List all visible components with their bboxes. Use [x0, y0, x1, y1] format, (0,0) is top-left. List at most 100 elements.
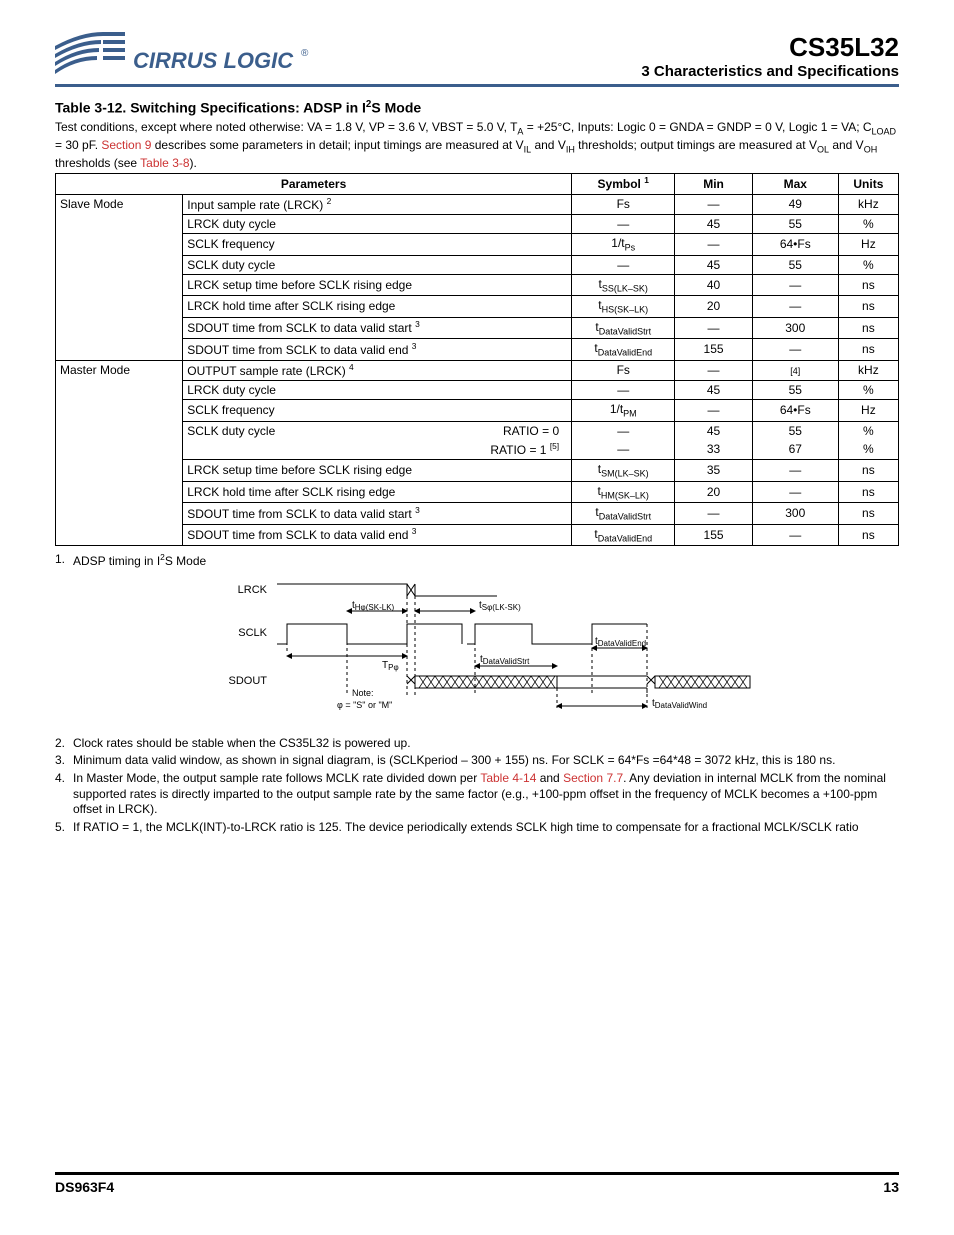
table-row: SDOUT time from SCLK to data valid start…	[56, 503, 899, 525]
param-cell: RATIO = 1 [5]	[183, 440, 572, 460]
max-cell: —	[752, 481, 838, 503]
footnotes: 1. ADSP timing in I2S Mode LRCK SCLK SDO…	[55, 552, 899, 837]
param-cell: SDOUT time from SCLK to data valid start…	[183, 317, 572, 339]
max-cell: 64•Fs	[752, 233, 838, 255]
svg-text:SCLK: SCLK	[238, 627, 267, 639]
svg-text:tDataValidWind: tDataValidWind	[652, 698, 707, 710]
section-title: 3 Characteristics and Specifications	[641, 63, 899, 80]
col-units: Units	[838, 174, 898, 194]
max-cell: —	[752, 524, 838, 546]
company-logo: CIRRUS LOGIC ®	[55, 30, 315, 80]
max-cell: 55	[752, 255, 838, 274]
table-row: SDOUT time from SCLK to data valid end 3…	[56, 524, 899, 546]
page-footer: DS963F4 13	[55, 1172, 899, 1195]
table-row: LRCK setup time before SCLK rising edge …	[56, 274, 899, 296]
test-conditions: Test conditions, except where noted othe…	[55, 120, 899, 172]
note-2: 2. Clock rates should be stable when the…	[55, 736, 899, 752]
spec-table: Parameters Symbol 1 Min Max Units Slave …	[55, 173, 899, 546]
param-cell: SCLK duty cycleRATIO = 0	[183, 421, 572, 440]
svg-text://: //	[463, 633, 469, 643]
page-header: CIRRUS LOGIC ® CS35L32 3 Characteristics…	[55, 30, 899, 87]
note-4: 4. In Master Mode, the output sample rat…	[55, 771, 899, 818]
table-row: SCLK frequency 1/tPs — 64•Fs Hz	[56, 233, 899, 255]
max-cell: —	[752, 296, 838, 318]
param-cell: LRCK duty cycle	[183, 381, 572, 400]
units-cell: Hz	[838, 400, 898, 422]
param-cell: SDOUT time from SCLK to data valid end 3	[183, 524, 572, 546]
max-cell: —	[752, 274, 838, 296]
part-number: CS35L32	[641, 32, 899, 63]
min-cell: —	[675, 194, 752, 214]
param-cell: SCLK frequency	[183, 233, 572, 255]
symbol-cell: —	[572, 255, 675, 274]
table-row: SCLK frequency 1/tPM — 64•Fs Hz	[56, 400, 899, 422]
units-cell: ns	[838, 503, 898, 525]
min-cell: 45	[675, 421, 752, 440]
link-section-7-7[interactable]: Section 7.7	[563, 771, 623, 785]
min-cell: 35	[675, 460, 752, 482]
svg-text:TPφ: TPφ	[382, 660, 399, 672]
mode-slave: Slave Mode	[56, 194, 183, 360]
min-cell: —	[675, 503, 752, 525]
max-cell: 300	[752, 503, 838, 525]
col-parameters: Parameters	[56, 174, 572, 194]
units-cell: kHz	[838, 194, 898, 214]
min-cell: —	[675, 400, 752, 422]
max-cell: 55	[752, 421, 838, 440]
table-row: RATIO = 1 [5] — 33 67 %	[56, 440, 899, 460]
units-cell: %	[838, 255, 898, 274]
param-cell: LRCK setup time before SCLK rising edge	[183, 460, 572, 482]
max-cell: —	[752, 460, 838, 482]
max-cell: 300	[752, 317, 838, 339]
max-cell: 67	[752, 440, 838, 460]
svg-text:tHφ(SK-LK): tHφ(SK-LK)	[352, 600, 395, 612]
max-cell: 49	[752, 194, 838, 214]
symbol-cell: tHM(SK–LK)	[572, 481, 675, 503]
min-cell: —	[675, 360, 752, 380]
units-cell: ns	[838, 317, 898, 339]
note-1: 1. ADSP timing in I2S Mode	[55, 552, 899, 570]
symbol-cell: tSS(LK–SK)	[572, 274, 675, 296]
min-cell: 20	[675, 481, 752, 503]
svg-text:LRCK: LRCK	[238, 584, 268, 596]
col-max: Max	[752, 174, 838, 194]
param-cell: SCLK duty cycle	[183, 255, 572, 274]
footer-doc-id: DS963F4	[55, 1179, 114, 1195]
svg-text:tDataValidEnd: tDataValidEnd	[595, 636, 646, 648]
table-row: LRCK hold time after SCLK rising edge tH…	[56, 481, 899, 503]
min-cell: 155	[675, 524, 752, 546]
units-cell: %	[838, 381, 898, 400]
table-row: SCLK duty cycle — 45 55 %	[56, 255, 899, 274]
symbol-cell: tDataValidEnd	[572, 524, 675, 546]
min-cell: 33	[675, 440, 752, 460]
footer-page-num: 13	[883, 1179, 899, 1195]
min-cell: —	[675, 317, 752, 339]
cirrus-logo-svg: CIRRUS LOGIC ®	[55, 30, 315, 80]
col-symbol: Symbol 1	[572, 174, 675, 194]
symbol-cell: —	[572, 421, 675, 440]
link-table-3-8[interactable]: Table 3-8	[140, 156, 189, 170]
max-cell: 55	[752, 381, 838, 400]
min-cell: 155	[675, 339, 752, 361]
timing-diagram: LRCK SCLK SDOUT //	[197, 576, 757, 726]
units-cell: ns	[838, 339, 898, 361]
link-section-9[interactable]: Section 9	[101, 138, 151, 152]
table-row: LRCK duty cycle — 45 55 %	[56, 214, 899, 233]
symbol-cell: —	[572, 440, 675, 460]
header-right: CS35L32 3 Characteristics and Specificat…	[641, 32, 899, 80]
table-row: Master Mode OUTPUT sample rate (LRCK) 4 …	[56, 360, 899, 380]
param-cell: SDOUT time from SCLK to data valid end 3	[183, 339, 572, 361]
svg-text:®: ®	[301, 48, 309, 59]
link-table-4-14[interactable]: Table 4-14	[480, 771, 536, 785]
note-5: 5. If RATIO = 1, the MCLK(INT)-to-LRCK r…	[55, 820, 899, 836]
svg-text:φ = "S" or "M": φ = "S" or "M"	[337, 700, 392, 710]
max-cell: 64•Fs	[752, 400, 838, 422]
param-cell: LRCK hold time after SCLK rising edge	[183, 296, 572, 318]
min-cell: 45	[675, 381, 752, 400]
svg-text:SDOUT: SDOUT	[229, 675, 268, 687]
table-row: Slave Mode Input sample rate (LRCK) 2 Fs…	[56, 194, 899, 214]
table-header-row: Parameters Symbol 1 Min Max Units	[56, 174, 899, 194]
table-row: LRCK duty cycle — 45 55 %	[56, 381, 899, 400]
mode-master: Master Mode	[56, 360, 183, 545]
svg-text:tDataValidStrt: tDataValidStrt	[480, 654, 530, 666]
